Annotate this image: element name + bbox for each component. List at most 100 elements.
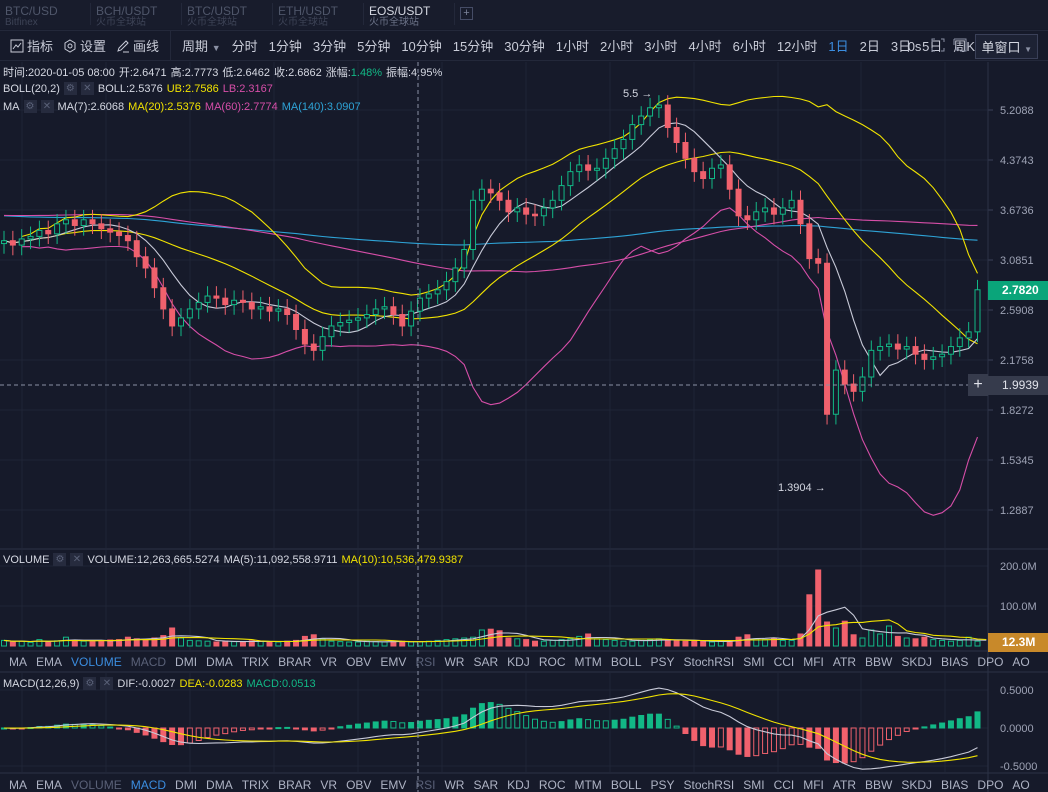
close-icon[interactable]: ✕ — [100, 677, 114, 690]
indicator-tab-ema[interactable]: EMA — [36, 655, 63, 669]
timeframe-3[interactable]: 5分钟 — [357, 39, 391, 54]
indicator-tab-bias[interactable]: BIAS — [941, 655, 969, 669]
timeframe-2[interactable]: 3分钟 — [312, 39, 347, 54]
indicator-tab-smi[interactable]: SMI — [743, 778, 765, 792]
indicator-tab-volume[interactable]: VOLUME — [71, 655, 122, 669]
fullscreen-icon[interactable] — [931, 38, 945, 55]
indicator-tab-dpo[interactable]: DPO — [977, 778, 1004, 792]
indicator-tab-dpo[interactable]: DPO — [977, 655, 1004, 669]
indicator-tab-ma[interactable]: MA — [9, 778, 27, 792]
indicator-tab-boll[interactable]: BOLL — [610, 778, 642, 792]
indicator-tab-rsi[interactable]: RSI — [415, 655, 436, 669]
period-dropdown[interactable]: 周期 ▼ — [182, 36, 221, 55]
indicator-tab-cci[interactable]: CCI — [773, 655, 795, 669]
indicator-tab-kdj[interactable]: KDJ — [507, 778, 530, 792]
indicator-tab-wr[interactable]: WR — [444, 655, 465, 669]
indicator-tab-brar[interactable]: BRAR — [278, 778, 312, 792]
indicator-tab-ema[interactable]: EMA — [36, 778, 63, 792]
symbol-tab[interactable]: ETH/USDT 火币全球站 — [273, 3, 364, 28]
indicator-tab-skdj[interactable]: SKDJ — [901, 655, 933, 669]
timeframe-5[interactable]: 15分钟 — [452, 39, 494, 54]
add-window-icon[interactable] — [953, 38, 967, 55]
timeframe-8[interactable]: 2小时 — [599, 39, 634, 54]
timeframe-13[interactable]: 1日 — [828, 39, 849, 54]
timeframe-1[interactable]: 1分钟 — [268, 39, 302, 54]
indicator-tab-mtm[interactable]: MTM — [574, 655, 602, 669]
timeframe-7[interactable]: 1小时 — [555, 39, 589, 54]
timeframe-17[interactable]: 周K — [953, 39, 975, 54]
indicator-tab-dmi[interactable]: DMI — [175, 655, 198, 669]
indicator-tab-atr[interactable]: ATR — [832, 778, 857, 792]
symbol-tab[interactable]: BCH/USDT 火币全球站 — [91, 3, 182, 28]
indicator-tab-psy[interactable]: PSY — [650, 778, 675, 792]
symbol-tab[interactable]: BTC/USD Bitfinex — [0, 3, 91, 28]
indicator-tab-dma[interactable]: DMA — [206, 655, 233, 669]
indicator-tab-wr[interactable]: WR — [444, 778, 465, 792]
indicator-tab-macd[interactable]: MACD — [130, 655, 167, 669]
indicator-tab-sar[interactable]: SAR — [473, 778, 499, 792]
draw-button[interactable]: 画线 — [116, 36, 159, 55]
timeframe-11[interactable]: 6小时 — [732, 39, 766, 54]
crosshair-add-icon[interactable]: + — [968, 374, 988, 396]
close-icon[interactable]: ✕ — [70, 553, 84, 566]
indicator-tab-mfi[interactable]: MFI — [803, 655, 824, 669]
indicator-tab-macd[interactable]: MACD — [130, 778, 167, 792]
timeframe-15[interactable]: 3日 — [890, 39, 912, 54]
settings-button[interactable]: 设置 — [63, 36, 106, 55]
indicator-tab-emv[interactable]: EMV — [380, 655, 407, 669]
indicator-tab-ao[interactable]: AO — [1012, 778, 1030, 792]
gear-icon[interactable]: ⚙ — [23, 100, 37, 113]
indicators-button[interactable]: 指标 — [10, 36, 53, 55]
indicator-tab-bbw[interactable]: BBW — [865, 778, 893, 792]
close-icon[interactable]: ✕ — [80, 82, 94, 95]
indicator-tab-atr[interactable]: ATR — [832, 655, 857, 669]
indicator-tab-cci[interactable]: CCI — [773, 778, 795, 792]
indicator-tab-emv[interactable]: EMV — [380, 778, 407, 792]
indicator-tab-brar[interactable]: BRAR — [278, 655, 312, 669]
timeframe-4[interactable]: 10分钟 — [401, 39, 442, 54]
timeframe-10[interactable]: 4小时 — [688, 39, 722, 54]
indicator-tab-trix[interactable]: TRIX — [241, 655, 270, 669]
close-icon[interactable]: ✕ — [40, 100, 54, 113]
indicator-tab-obv[interactable]: OBV — [346, 655, 372, 669]
gear-icon[interactable]: ⚙ — [63, 82, 77, 95]
indicator-tab-bias[interactable]: BIAS — [941, 778, 969, 792]
timeframe-16[interactable]: 5日 — [922, 39, 943, 54]
indicator-tab-bbw[interactable]: BBW — [865, 655, 893, 669]
indicator-tab-dmi[interactable]: DMI — [175, 778, 198, 792]
indicator-tab-obv[interactable]: OBV — [346, 778, 372, 792]
indicator-tab-mfi[interactable]: MFI — [803, 778, 824, 792]
indicator-tab-volume[interactable]: VOLUME — [71, 778, 122, 792]
symbol-tab[interactable]: EOS/USDT 火币全球站 — [364, 3, 455, 28]
indicator-tab-stochrsi[interactable]: StochRSI — [683, 778, 735, 792]
macd-histogram-bar — [275, 727, 282, 730]
gear-icon[interactable]: ⚙ — [53, 553, 67, 566]
indicator-tab-sar[interactable]: SAR — [473, 655, 499, 669]
indicator-tab-kdj[interactable]: KDJ — [507, 655, 530, 669]
symbol-tab[interactable]: BTC/USDT 火币全球站 — [182, 3, 273, 28]
indicator-tab-roc[interactable]: ROC — [538, 778, 566, 792]
timeframe-9[interactable]: 3小时 — [644, 39, 678, 54]
indicator-tab-skdj[interactable]: SKDJ — [901, 778, 933, 792]
timeframe-14[interactable]: 2日 — [859, 39, 880, 54]
indicator-tab-psy[interactable]: PSY — [650, 655, 675, 669]
indicator-tab-vr[interactable]: VR — [320, 778, 338, 792]
timeframe-0[interactable]: 分时 — [231, 39, 258, 54]
indicator-tab-roc[interactable]: ROC — [538, 655, 566, 669]
gear-icon[interactable]: ⚙ — [83, 677, 97, 690]
add-tab-button[interactable]: + — [460, 7, 473, 20]
indicator-tab-vr[interactable]: VR — [320, 655, 338, 669]
timeframe-6[interactable]: 30分钟 — [504, 39, 545, 54]
indicator-tab-mtm[interactable]: MTM — [574, 778, 602, 792]
indicator-tab-trix[interactable]: TRIX — [241, 778, 270, 792]
indicator-tab-stochrsi[interactable]: StochRSI — [683, 655, 735, 669]
timeframe-12[interactable]: 12小时 — [776, 39, 818, 54]
indicator-tab-ma[interactable]: MA — [9, 655, 27, 669]
window-mode-dropdown[interactable]: 单窗口 ▼ — [975, 33, 1038, 59]
indicator-tab-ao[interactable]: AO — [1012, 655, 1030, 669]
indicator-tab-boll[interactable]: BOLL — [610, 655, 642, 669]
indicator-tab-smi[interactable]: SMI — [743, 655, 765, 669]
indicator-tab-rsi[interactable]: RSI — [415, 778, 436, 792]
indicator-tab-dma[interactable]: DMA — [206, 778, 233, 792]
